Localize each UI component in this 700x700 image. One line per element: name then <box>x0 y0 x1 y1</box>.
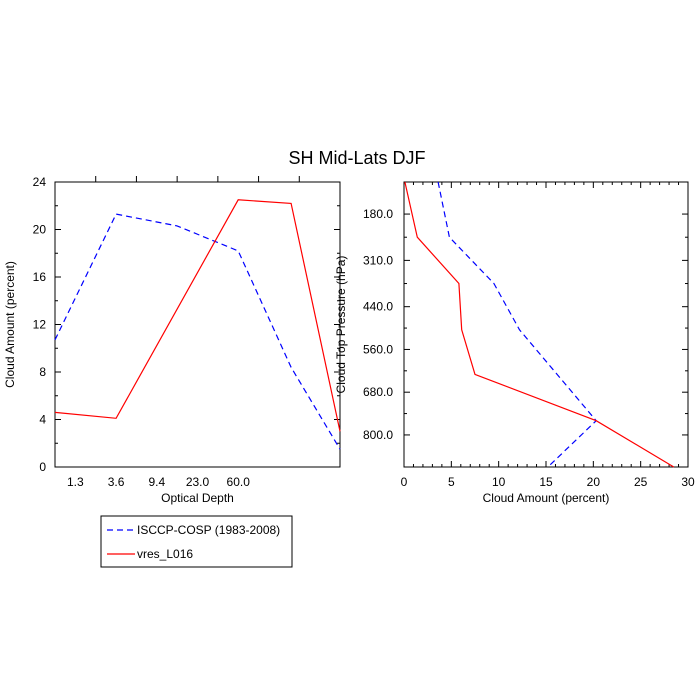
left-x-tick-label: 23.0 <box>186 475 210 489</box>
right-x-tick-label: 20 <box>587 475 601 489</box>
left-y-tick-label: 12 <box>33 318 47 332</box>
right-y-tick-label: 680.0 <box>363 385 393 399</box>
left-y-tick-label: 0 <box>39 460 46 474</box>
right-series-line-model <box>404 181 675 468</box>
left-y-axis-label: Cloud Amount (percent) <box>3 261 17 388</box>
right-x-tick-label: 30 <box>681 475 695 489</box>
left-plot-frame <box>54 181 341 468</box>
right-y-tick-label: 180.0 <box>363 207 393 221</box>
legend-label: ISCCP-COSP (1983-2008) <box>137 523 280 537</box>
left-panel-optical-depth: 0 4 8 12 16 20 24 1.3 3.6 9.4 23.0 60.0 Optical Dept… <box>3 175 341 505</box>
legend-box <box>100 515 293 568</box>
right-y-tick-label: 440.0 <box>363 300 393 314</box>
right-y-tick-label: 560.0 <box>363 342 393 356</box>
left-series-line-isccp <box>54 213 341 450</box>
right-x-tick-label: 0 <box>401 475 408 489</box>
left-series-line-model <box>54 199 341 432</box>
right-x-tick-label: 10 <box>492 475 506 489</box>
right-x-axis-label: Cloud Amount (percent) <box>483 491 610 505</box>
right-y-axis-label: Cloud Top Pressure (hPa) <box>334 256 348 394</box>
left-x-tick-label: 1.3 <box>67 475 84 489</box>
left-x-tick-label: 9.4 <box>148 475 165 489</box>
left-y-tick-label: 16 <box>33 270 47 284</box>
left-x-tick-label: 60.0 <box>227 475 251 489</box>
left-y-tick-label: 4 <box>39 413 46 427</box>
right-series-line-isccp <box>437 181 598 468</box>
legend: ISCCP-COSP (1983-2008) vres_L016 <box>100 515 293 568</box>
left-y-tick-label: 8 <box>39 365 46 379</box>
right-x-tick-label: 5 <box>448 475 455 489</box>
right-y-tick-label: 800.0 <box>363 428 393 442</box>
legend-label: vres_L016 <box>137 547 193 561</box>
right-y-tick-label: 310.0 <box>363 253 393 267</box>
chart-title: SH Mid-Lats DJF <box>288 148 425 168</box>
right-x-tick-label: 15 <box>539 475 553 489</box>
left-x-tick-label: 3.6 <box>108 475 125 489</box>
left-y-tick-label: 20 <box>33 223 47 237</box>
left-x-axis-label: Optical Depth <box>161 491 234 505</box>
left-y-tick-label: 24 <box>33 175 47 189</box>
right-panel-pressure: 0 5 10 15 20 25 30 180.0 310.0 440.0 560.0 680.0 800… <box>334 181 695 505</box>
right-x-tick-label: 25 <box>634 475 648 489</box>
